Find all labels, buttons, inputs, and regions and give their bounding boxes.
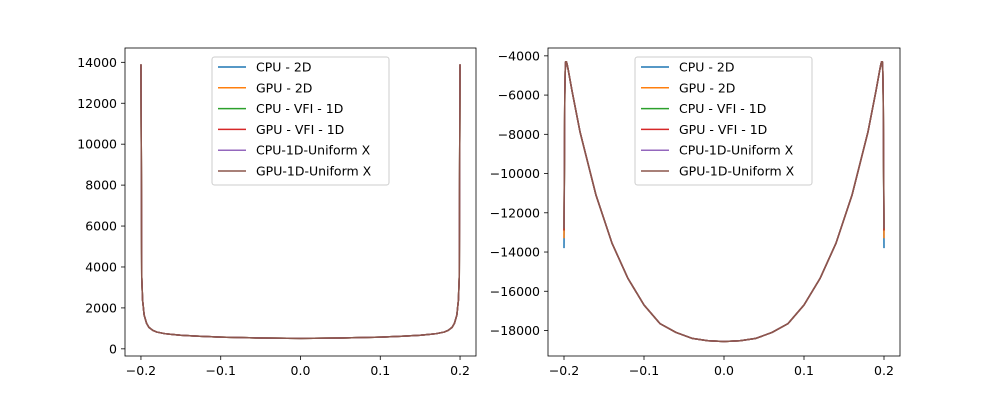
left-y-tick-label: 2000 [85, 300, 117, 315]
right-chart: −0.2 −0.1 0.0 0.1 0.2 −18000 −16000 −14000 −1200… [490, 47, 901, 378]
right-legend: CPU - 2D GPU - 2D CPU - VFI - 1D GPU - VFI … [634, 56, 813, 186]
left-legend-label-6: GPU-1D-Uniform X [256, 164, 372, 179]
left-y-tick-label: 14000 [77, 55, 117, 70]
right-y-tick-label: −14000 [490, 245, 540, 260]
left-legend-label-3: CPU - VFI - 1D [256, 101, 343, 116]
right-y-tick-label: −6000 [498, 88, 540, 103]
left-legend: CPU - 2D GPU - 2D CPU - VFI - 1D GPU - VFI … [211, 56, 390, 186]
right-legend-label-4: GPU - VFI - 1D [679, 122, 767, 137]
left-x-tick-label: 0.0 [291, 363, 311, 378]
left-x-tick-label: 0.1 [370, 363, 390, 378]
left-y-tick-label: 8000 [85, 178, 117, 193]
right-y-tick-label: −12000 [490, 205, 540, 220]
left-chart: −0.2 −0.1 0.0 0.1 0.2 0 2000 4000 6000 8000 10000 1… [77, 47, 477, 378]
right-legend-label-5: CPU-1D-Uniform X [679, 143, 794, 158]
right-legend-label-1: CPU - 2D [679, 60, 734, 75]
left-series-line-6 [140, 64, 461, 340]
right-legend-label-6: GPU-1D-Uniform X [679, 164, 795, 179]
right-legend-box [634, 56, 813, 186]
right-x-tick-label: −0.1 [629, 363, 659, 378]
left-y-tick-label: 0 [109, 341, 117, 356]
left-y-tick-label: 4000 [85, 259, 117, 274]
right-x-tick-label: −0.2 [549, 363, 579, 378]
left-legend-label-2: GPU - 2D [256, 80, 312, 95]
left-x-tick-label: 0.2 [450, 363, 470, 378]
right-y-tick-label: −18000 [490, 323, 540, 338]
left-legend-label-5: CPU-1D-Uniform X [256, 143, 371, 158]
right-y-tick-label: −8000 [498, 127, 540, 142]
right-y-tick-label: −16000 [490, 284, 540, 299]
right-x-tick-label: 0.1 [794, 363, 814, 378]
left-x-tick-label: −0.2 [126, 363, 156, 378]
right-legend-label-3: CPU - VFI - 1D [679, 101, 766, 116]
left-series-group [140, 64, 461, 340]
left-y-tick-label: 12000 [77, 96, 117, 111]
right-legend-label-2: GPU - 2D [679, 80, 735, 95]
left-legend-label-1: CPU - 2D [256, 60, 311, 75]
right-x-tick-label: 0.2 [874, 363, 894, 378]
left-y-tick-label: 6000 [85, 219, 117, 234]
left-x-tick-label: −0.1 [206, 363, 236, 378]
right-series-group [563, 60, 885, 343]
left-legend-box [211, 56, 390, 186]
left-y-tick-label: 10000 [77, 137, 117, 152]
left-legend-label-4: GPU - VFI - 1D [256, 122, 344, 137]
right-y-tick-label: −4000 [498, 48, 540, 63]
right-x-tick-label: 0.0 [714, 363, 734, 378]
right-y-tick-label: −10000 [490, 166, 540, 181]
right-series-line-6 [563, 60, 885, 343]
